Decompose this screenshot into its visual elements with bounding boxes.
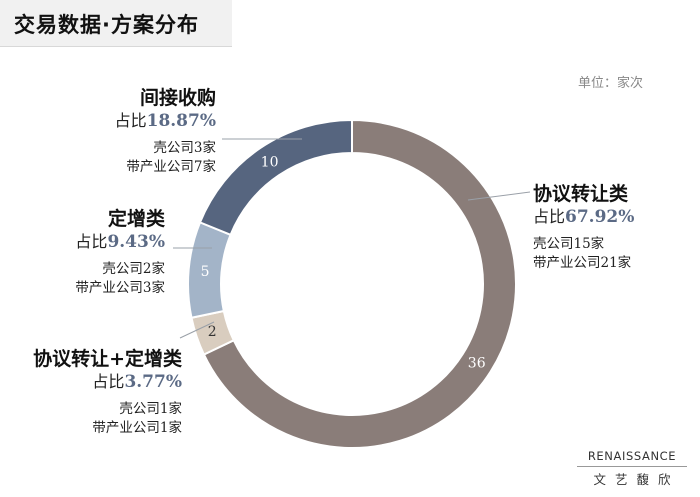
label-combo-name: 协议转让+定增类 <box>33 348 182 370</box>
label-placement-name: 定增类 <box>107 208 165 230</box>
label-transfer: 协议转让类 占比67.92% 壳公司15家 带产业公司21家 <box>533 182 634 273</box>
leader-line-combo <box>179 321 215 339</box>
label-transfer-shell: 壳公司15家 <box>533 236 605 252</box>
page-title: 交易数据·方案分布 <box>14 13 199 37</box>
label-placement: 定增类 占比9.43% 壳公司2家 带产业公司3家 <box>75 207 165 298</box>
donut-value-label-3: 5 <box>201 264 210 280</box>
unit-label: 单位：家次 <box>578 76 644 91</box>
label-transfer-industry: 带产业公司21家 <box>533 255 632 271</box>
donut-slice-4 <box>198 118 353 237</box>
leader-line-transfer <box>467 191 531 201</box>
share-prefix: 占比 <box>114 111 147 130</box>
label-combo: 协议转让+定增类 占比3.77% 壳公司1家 带产业公司1家 <box>33 347 182 438</box>
brand-logo: RENAISSANCE 文艺馥欣 <box>577 449 687 488</box>
label-indirect-name: 间接收购 <box>139 87 216 109</box>
label-combo-industry: 带产业公司1家 <box>92 420 182 436</box>
label-combo-pct: 3.77% <box>124 372 182 392</box>
donut-slice-1 <box>202 118 517 449</box>
label-placement-shell: 壳公司2家 <box>102 261 165 277</box>
brand-en: RENAISSANCE <box>577 449 687 467</box>
label-indirect-pct: 18.87% <box>146 111 216 131</box>
label-transfer-pct: 67.92% <box>565 207 635 227</box>
label-indirect-industry: 带产业公司7家 <box>126 159 216 175</box>
label-indirect: 间接收购 占比18.87% 壳公司3家 带产业公司7家 <box>115 86 216 177</box>
donut-value-label-4: 10 <box>261 155 279 171</box>
label-indirect-shell: 壳公司3家 <box>153 140 216 156</box>
label-combo-share: 占比3.77% <box>33 371 182 393</box>
label-placement-share: 占比9.43% <box>75 231 165 253</box>
donut-value-label-1: 36 <box>468 356 486 372</box>
label-placement-industry: 带产业公司3家 <box>75 280 165 296</box>
share-prefix: 占比 <box>533 207 566 226</box>
label-transfer-share: 占比67.92% <box>533 206 634 228</box>
donut-value-label-2: 2 <box>208 324 217 340</box>
brand-cn: 文艺馥欣 <box>593 472 680 487</box>
share-prefix: 占比 <box>92 372 125 391</box>
label-placement-pct: 9.43% <box>107 232 165 252</box>
label-combo-shell: 壳公司1家 <box>119 401 182 417</box>
title-bar: 交易数据·方案分布 <box>0 0 232 47</box>
label-transfer-name: 协议转让类 <box>533 183 629 205</box>
share-prefix: 占比 <box>75 232 108 251</box>
label-indirect-share: 占比18.87% <box>115 110 216 132</box>
